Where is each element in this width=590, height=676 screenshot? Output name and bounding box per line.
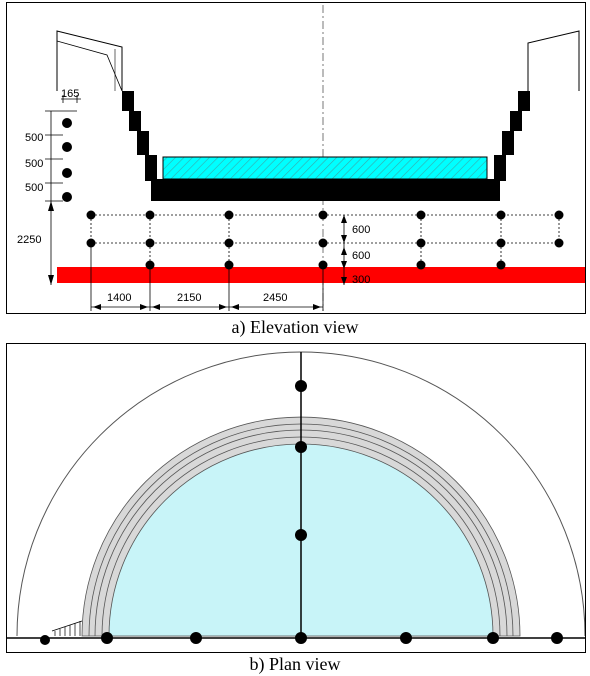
dim-2250: 2250 bbox=[17, 234, 41, 246]
plan-diagram bbox=[7, 351, 585, 645]
hatching bbox=[51, 620, 83, 636]
water-layer bbox=[162, 156, 488, 180]
base-layer bbox=[57, 267, 585, 283]
dim-600-a: 600 bbox=[352, 224, 370, 236]
caption-elevation: a) Elevation view bbox=[231, 317, 359, 337]
dim-500-b: 500 bbox=[25, 158, 43, 170]
elevation-diagram: 165 500 500 500 2250 60 bbox=[17, 5, 585, 311]
dim-165: 165 bbox=[61, 88, 79, 100]
dim-1400: 1400 bbox=[107, 292, 131, 304]
grid-sensors bbox=[86, 210, 564, 270]
bottom-dimension bbox=[90, 247, 324, 311]
dim-2450: 2450 bbox=[263, 292, 287, 304]
slab bbox=[151, 179, 500, 201]
dim-500-a: 500 bbox=[25, 132, 43, 144]
dim-500-c: 500 bbox=[25, 182, 43, 194]
plan-panel bbox=[6, 343, 586, 653]
left-wall bbox=[57, 31, 122, 91]
elevation-panel: 165 500 500 500 2250 60 bbox=[6, 2, 586, 314]
plan-sensors bbox=[40, 380, 563, 645]
right-wall bbox=[527, 30, 580, 91]
left-dimension bbox=[45, 95, 81, 285]
dim-300: 300 bbox=[352, 274, 370, 286]
dim-600-b: 600 bbox=[352, 250, 370, 262]
left-sensors bbox=[62, 118, 72, 202]
dim-2150: 2150 bbox=[177, 292, 201, 304]
caption-plan: b) Plan view bbox=[249, 654, 341, 674]
